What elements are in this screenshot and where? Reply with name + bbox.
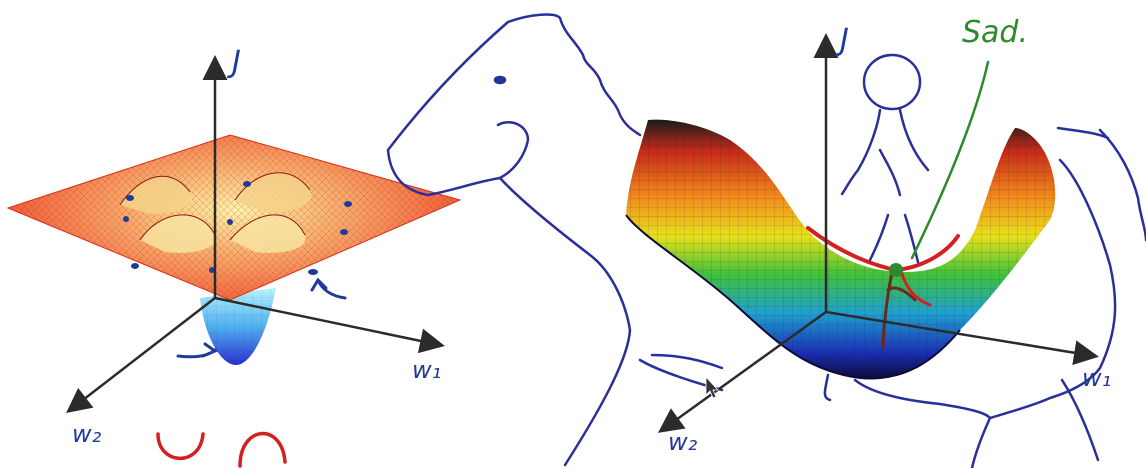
local-optima-points (123, 181, 352, 275)
saddle-note-label: Sad. (962, 15, 1028, 50)
right-axis-j-label: J (835, 23, 849, 58)
saddle-surface (625, 119, 1056, 380)
arrow-to-local-optimum (310, 277, 347, 300)
left-axis-w1 (214, 296, 445, 354)
arrow-to-minimum (176, 342, 219, 359)
right-axis-w1 (825, 310, 1099, 366)
left-axis-w1-label: w₁ (412, 356, 441, 384)
saddle-point-diagram: Sad. J w₁ w₂ (386, 13, 1146, 468)
horse-drawing (386, 13, 1146, 468)
saddle-pointer-line (910, 60, 990, 260)
saddle-point-marker (889, 263, 903, 277)
right-axis-w2 (657, 310, 827, 433)
right-axis-w2-label: w₂ (668, 428, 698, 456)
rider-stick-figure (840, 53, 930, 264)
left-axis-w2-label: w₂ (72, 420, 102, 448)
surface-peaks (119, 172, 312, 253)
right-axis-w1-label: w₁ (1082, 364, 1111, 392)
left-axis-w2 (66, 297, 216, 414)
left-axis-j-label: J (227, 45, 241, 80)
local-optima-diagram: J w₁ w₂ (6, 45, 462, 468)
cost-surface-plane (6, 134, 462, 301)
convex-shape-sketch (156, 432, 205, 461)
mouse-pointer-icon (705, 375, 719, 399)
concave-shape-sketch (238, 431, 287, 468)
